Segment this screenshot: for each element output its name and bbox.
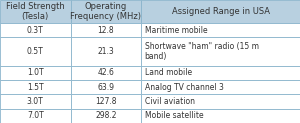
Bar [70,23,141,37]
Bar [141,80,300,94]
Text: Civil aviation: Civil aviation [145,97,195,106]
Text: Shortwave "ham" radio (15 m
band): Shortwave "ham" radio (15 m band) [145,42,259,61]
Text: 63.9: 63.9 [97,83,114,92]
Bar [0,80,70,94]
Text: Analog TV channel 3: Analog TV channel 3 [145,83,224,92]
Text: Mobile satellite: Mobile satellite [145,111,203,120]
Text: Field Strength
(Tesla): Field Strength (Tesla) [6,2,64,21]
Text: 127.8: 127.8 [95,97,116,106]
Text: 21.3: 21.3 [98,47,114,56]
Bar [141,109,300,123]
Bar [70,109,141,123]
Bar [141,66,300,80]
Text: 42.6: 42.6 [97,68,114,77]
Bar [0,23,70,37]
Bar [0,66,70,80]
Bar [70,66,141,80]
Bar [0,37,70,66]
Bar [70,0,141,23]
Text: 298.2: 298.2 [95,111,116,120]
Text: Assigned Range in USA: Assigned Range in USA [172,7,269,16]
Bar [0,109,70,123]
Bar [141,94,300,109]
Bar [141,23,300,37]
Bar [70,80,141,94]
Text: 0.3T: 0.3T [27,26,44,35]
Text: 0.5T: 0.5T [27,47,44,56]
Text: Operating
Frequency (MHz): Operating Frequency (MHz) [70,2,141,21]
Bar [70,37,141,66]
Bar [70,94,141,109]
Text: 1.5T: 1.5T [27,83,44,92]
Text: 3.0T: 3.0T [27,97,44,106]
Text: 1.0T: 1.0T [27,68,44,77]
Text: Land mobile: Land mobile [145,68,192,77]
Bar [141,37,300,66]
Text: Maritime mobile: Maritime mobile [145,26,207,35]
Bar [0,94,70,109]
Text: 7.0T: 7.0T [27,111,44,120]
Text: 12.8: 12.8 [98,26,114,35]
Bar [0,0,70,23]
Bar [141,0,300,23]
